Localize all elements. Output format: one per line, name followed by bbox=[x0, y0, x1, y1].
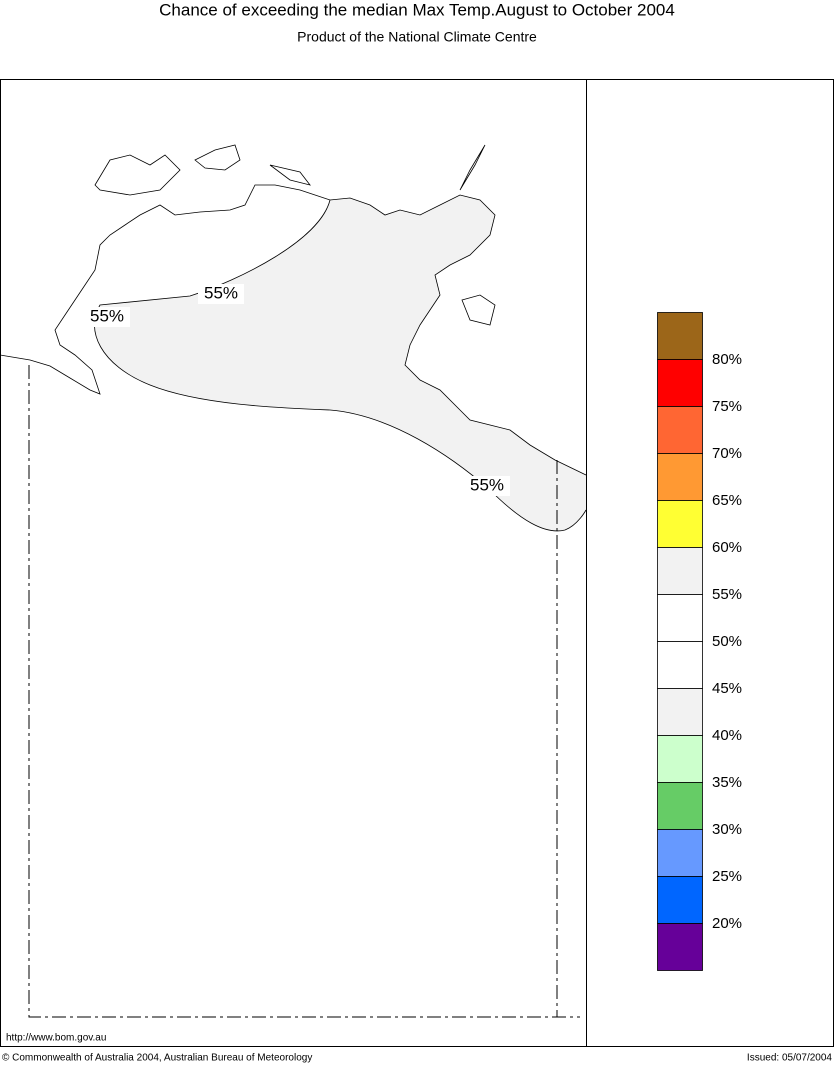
legend-swatch bbox=[657, 641, 703, 689]
legend-swatch bbox=[657, 876, 703, 924]
legend-swatch bbox=[657, 312, 703, 360]
legend-label: 40% bbox=[712, 727, 742, 744]
legend-swatch bbox=[657, 406, 703, 454]
legend-label: 55% bbox=[712, 586, 742, 603]
region-boundary bbox=[28, 365, 580, 1018]
legend-swatch bbox=[657, 547, 703, 595]
shaded-region bbox=[94, 195, 587, 531]
copyright: © Commonwealth of Australia 2004, Austra… bbox=[2, 1053, 312, 1064]
contour-label-bg bbox=[464, 476, 510, 496]
contour-label: 55% bbox=[90, 306, 124, 325]
contour-labels: 55% 55% 55% bbox=[84, 283, 510, 496]
legend-label: 30% bbox=[712, 821, 742, 838]
map bbox=[0, 144, 587, 1018]
legend-swatch bbox=[657, 782, 703, 830]
legend-label: 75% bbox=[712, 398, 742, 415]
contour-label-bg bbox=[84, 307, 130, 327]
legend-label: 60% bbox=[712, 539, 742, 556]
subtitle: Product of the National Climate Centre bbox=[297, 29, 537, 45]
legend-label: 25% bbox=[712, 868, 742, 885]
legend-swatch bbox=[657, 735, 703, 783]
legend-label: 80% bbox=[712, 351, 742, 368]
islands bbox=[94, 144, 496, 326]
legend-swatch bbox=[657, 829, 703, 877]
legend-swatch bbox=[657, 453, 703, 501]
legend-label: 35% bbox=[712, 774, 742, 791]
contour-label-bg bbox=[198, 284, 244, 304]
legend-label: 20% bbox=[712, 915, 742, 932]
issued: Issued: 05/07/2004 bbox=[747, 1053, 833, 1064]
legend-swatch bbox=[657, 688, 703, 736]
legend-label: 70% bbox=[712, 445, 742, 462]
legend-label: 50% bbox=[712, 633, 742, 650]
legend-swatch bbox=[657, 500, 703, 548]
legend-swatch bbox=[657, 594, 703, 642]
legend-label: 45% bbox=[712, 680, 742, 697]
legend-swatch bbox=[657, 923, 703, 971]
title: Chance of exceeding the median Max Temp.… bbox=[159, 0, 675, 19]
url: http://www.bom.gov.au bbox=[6, 1033, 106, 1044]
legend-label: 65% bbox=[712, 492, 742, 509]
contour-label: 55% bbox=[470, 475, 504, 494]
contour-label: 55% bbox=[204, 283, 238, 302]
coastline bbox=[0, 184, 587, 476]
legend-swatch bbox=[657, 359, 703, 407]
legend: 80% 75% 70% 65% 60% 55% 50% 45% 40% 35% 30% 25% 20% bbox=[657, 312, 742, 971]
